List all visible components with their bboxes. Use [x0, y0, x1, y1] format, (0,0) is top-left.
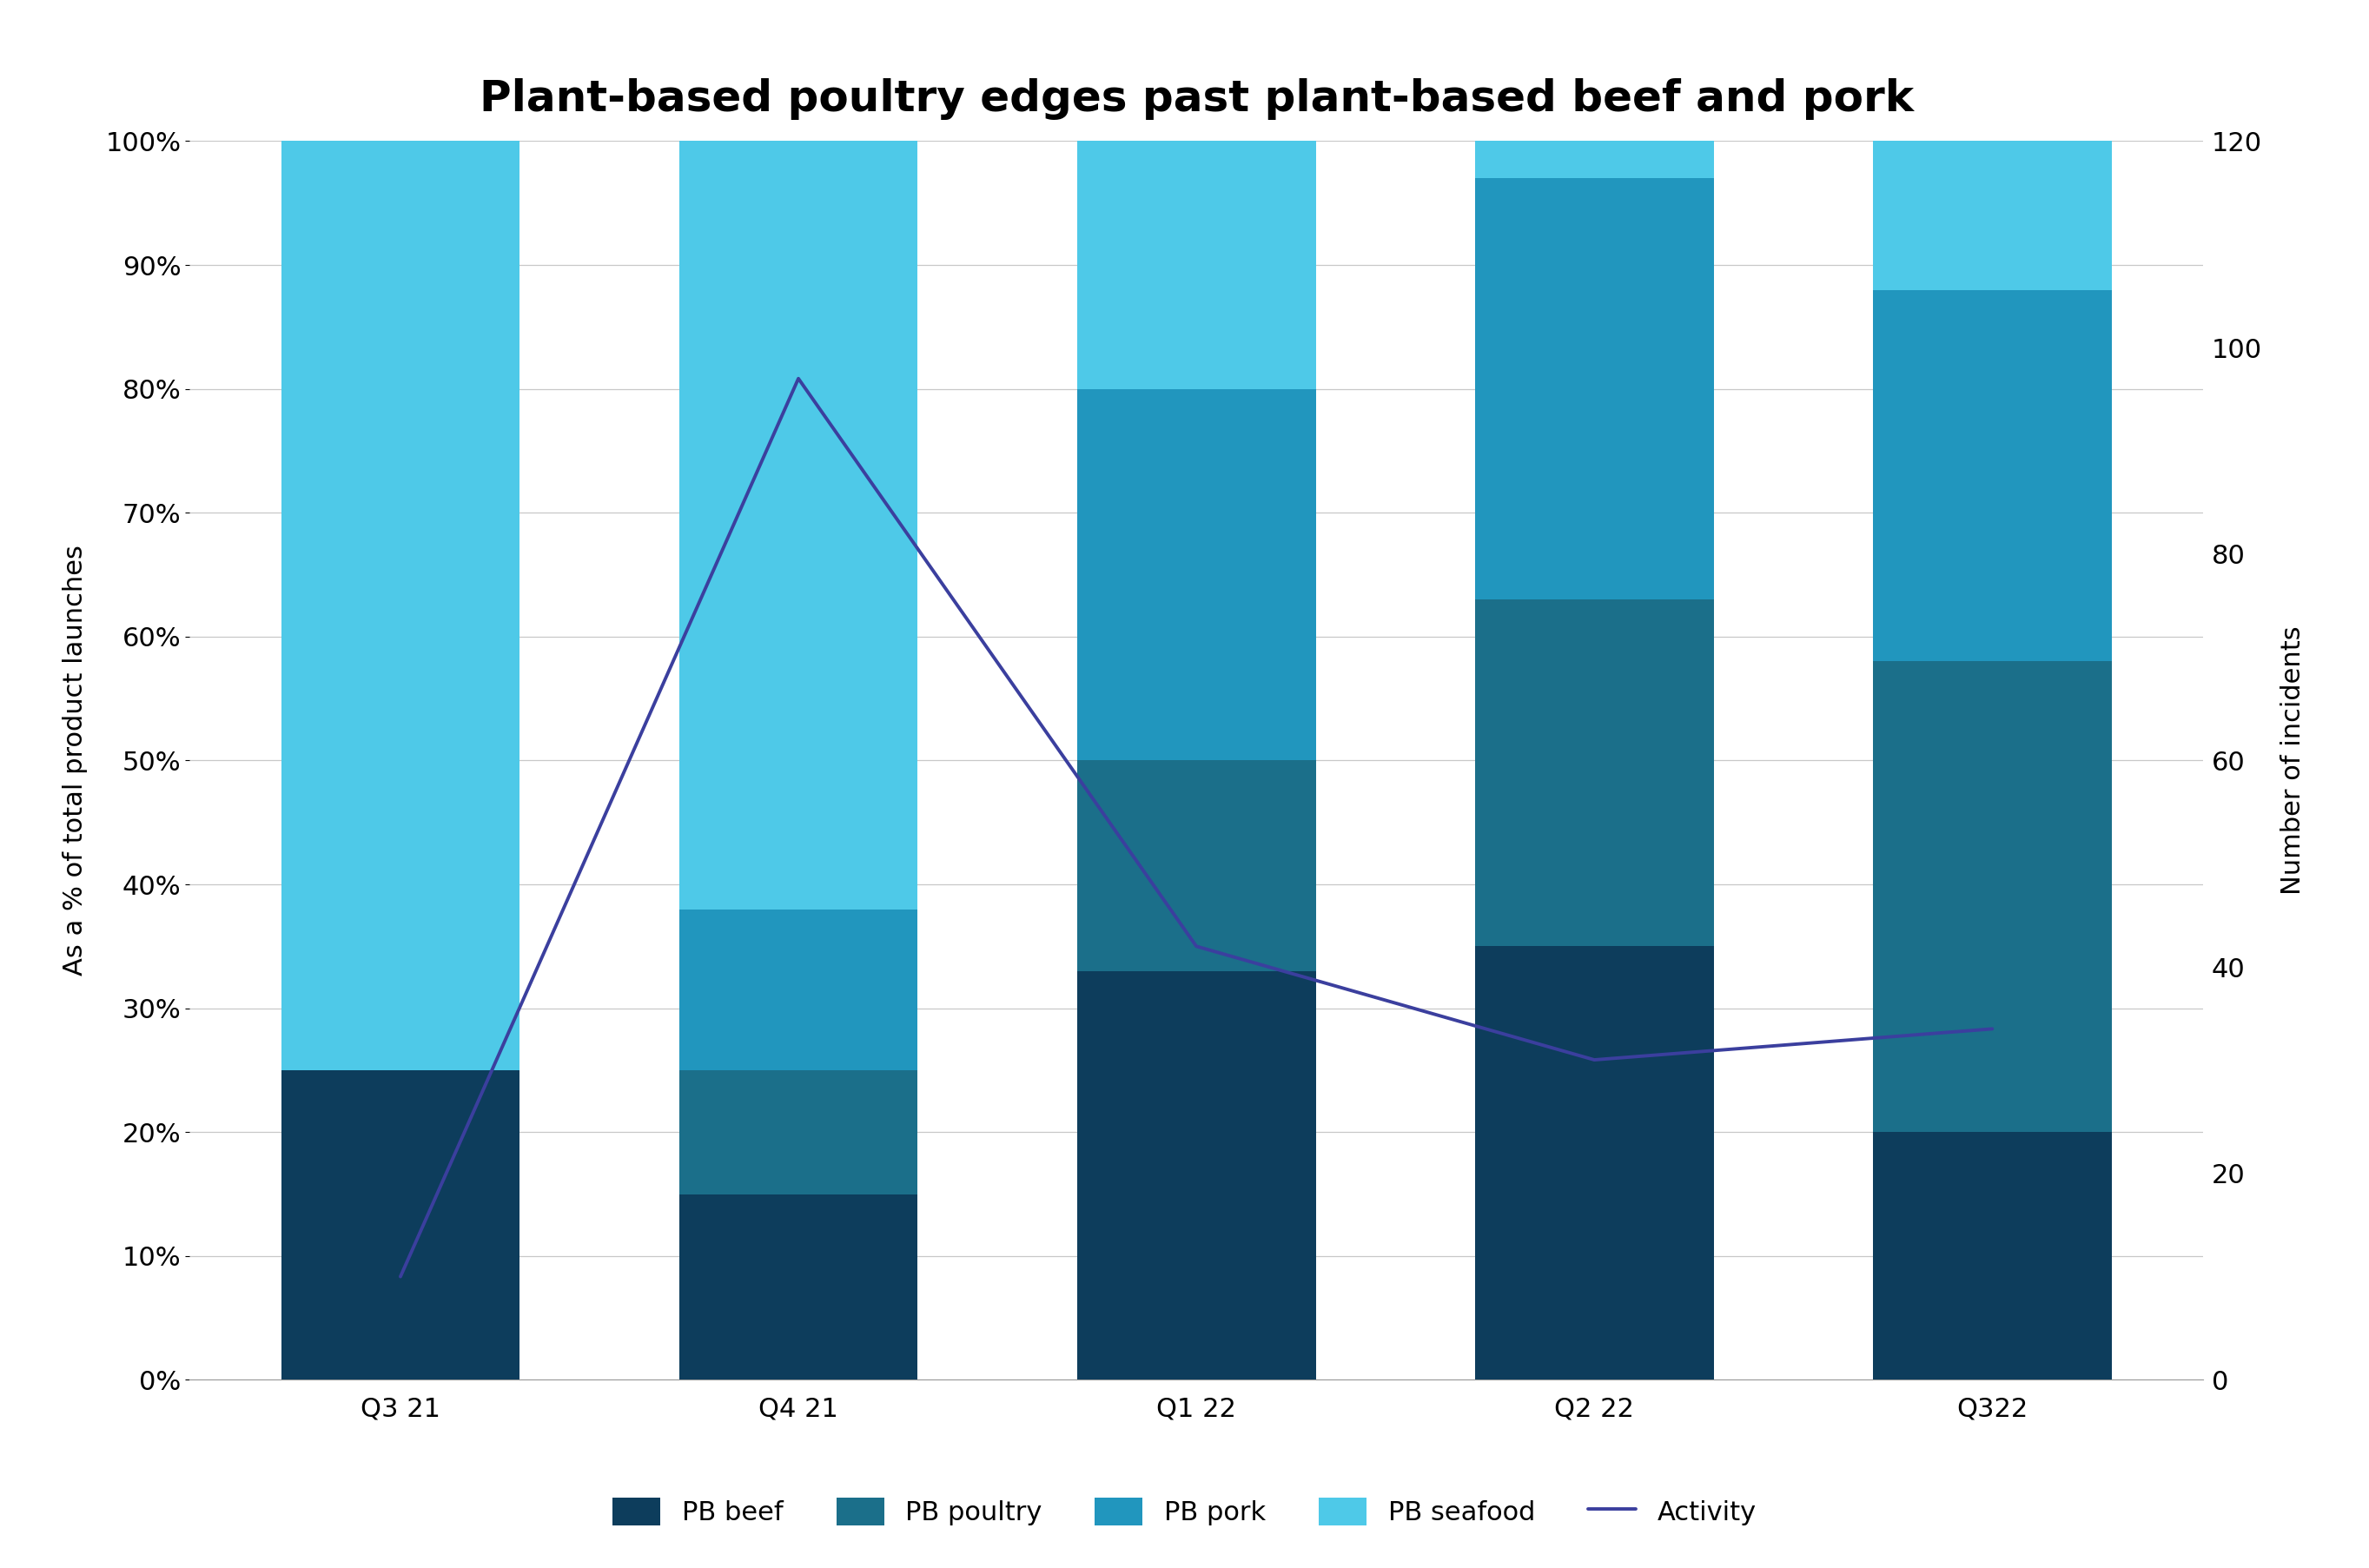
- Line: Activity: Activity: [400, 378, 1992, 1276]
- Bar: [680, 141, 917, 909]
- Bar: [1078, 141, 1315, 389]
- Bar: [1476, 179, 1713, 599]
- Activity: [784, 368, 813, 387]
- Bar: [1078, 389, 1315, 760]
- Bar: [1874, 141, 2111, 290]
- Bar: [282, 1069, 519, 1380]
- Bar: [680, 1195, 917, 1380]
- Activity: [386, 1267, 415, 1286]
- Bar: [1874, 290, 2111, 662]
- Legend: PB beef, PB poultry, PB pork, PB seafood, Activity: PB beef, PB poultry, PB pork, PB seafood…: [599, 1485, 1770, 1540]
- Activity: [1978, 1019, 2007, 1038]
- Bar: [1078, 760, 1315, 971]
- Bar: [282, 141, 519, 1069]
- Bar: [1078, 971, 1315, 1380]
- Title: Plant-based poultry edges past plant-based beef and pork: Plant-based poultry edges past plant-bas…: [479, 78, 1914, 119]
- Bar: [1874, 662, 2111, 1132]
- Bar: [1476, 946, 1713, 1380]
- Y-axis label: Number of incidents: Number of incidents: [2281, 626, 2305, 895]
- Bar: [680, 909, 917, 1069]
- Activity: [1580, 1051, 1609, 1069]
- Activity: [1182, 936, 1211, 955]
- Bar: [680, 1069, 917, 1195]
- Bar: [1476, 141, 1713, 179]
- Bar: [1874, 1132, 2111, 1380]
- Bar: [1476, 599, 1713, 946]
- Y-axis label: As a % of total product launches: As a % of total product launches: [62, 546, 88, 975]
